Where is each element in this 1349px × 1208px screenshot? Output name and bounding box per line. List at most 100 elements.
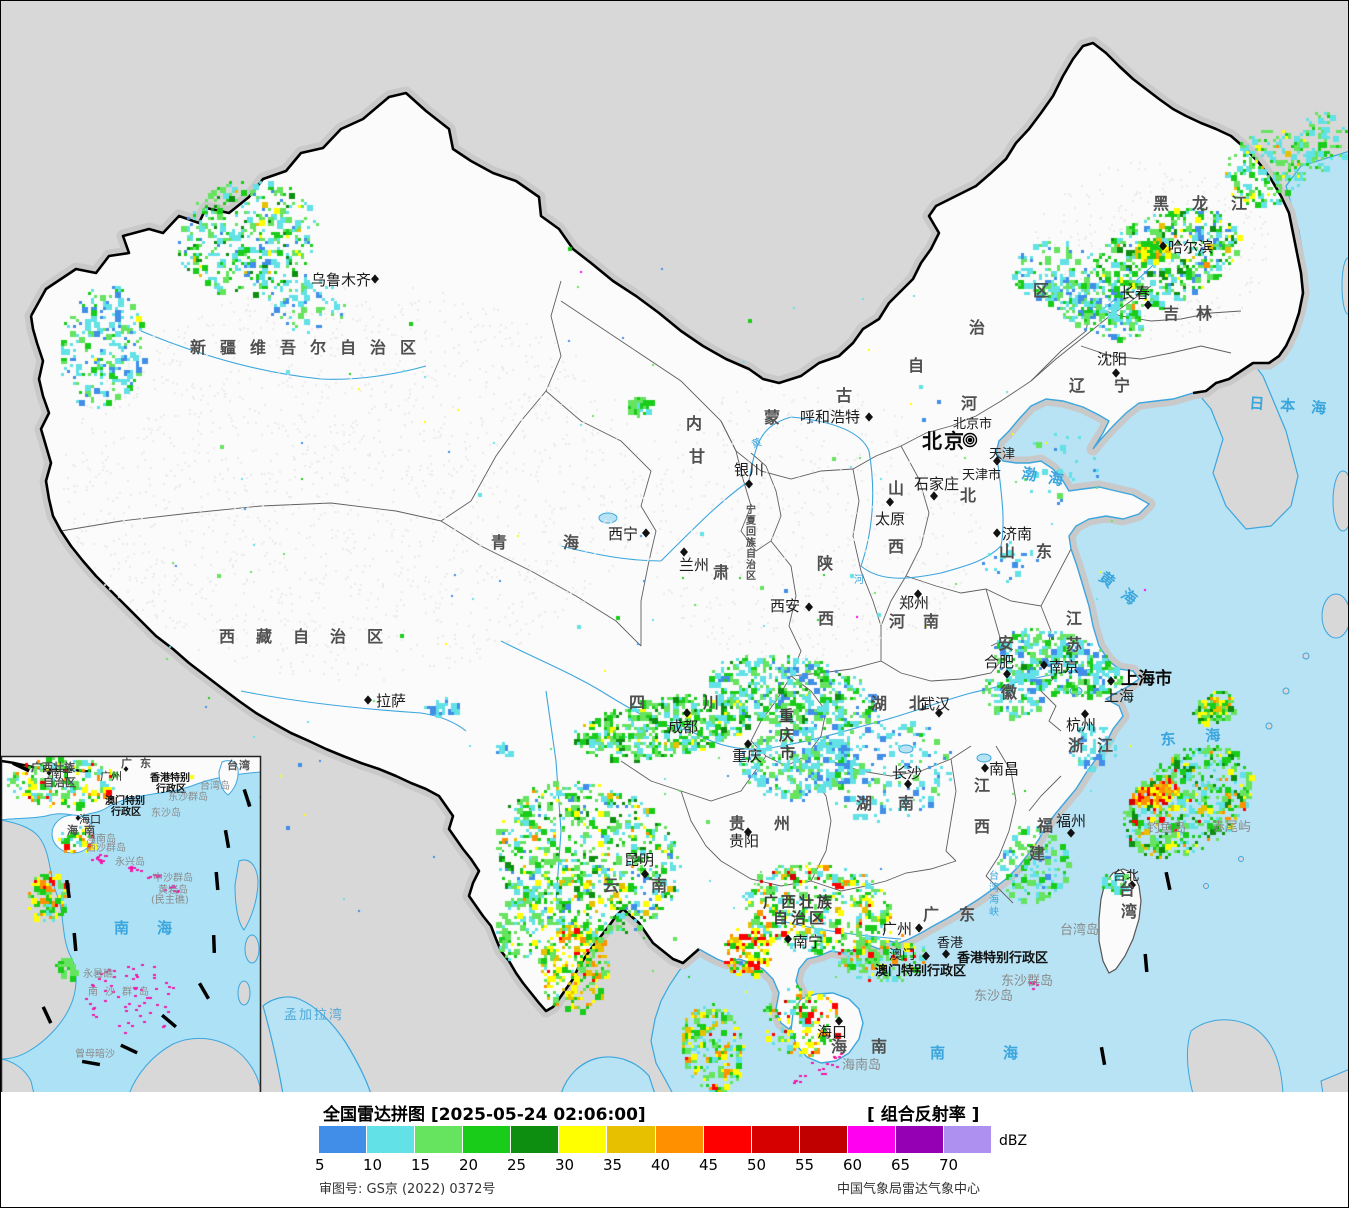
dbz-tick-label: 70 xyxy=(939,1156,959,1174)
dbz-tick-label: 10 xyxy=(363,1156,383,1174)
map-label: 台 xyxy=(1119,880,1135,899)
nine-dash-line xyxy=(12,761,1172,1067)
city-dot xyxy=(1081,709,1089,719)
city-dot xyxy=(364,695,372,705)
city-dot xyxy=(805,602,813,612)
map-label: 甘 xyxy=(689,447,705,466)
dbz-tick-label: 55 xyxy=(795,1156,815,1174)
map-label: 孟加拉湾 xyxy=(284,1007,344,1023)
map-area: 新疆维吾尔自治区 乌鲁木齐 西藏自治区 拉萨 青海甘肃西宁 兰州 银川宁夏回族自治区内蒙古自… xyxy=(1,1,1348,1094)
boundary-dash xyxy=(214,871,220,891)
map-label: 西藏自治区 xyxy=(219,627,404,646)
city-dot xyxy=(835,1016,843,1026)
map-label: 浙江 xyxy=(1068,736,1126,755)
map-label: 西 xyxy=(888,537,904,556)
map-label: 黄 xyxy=(750,435,764,451)
map-label: 黄海 xyxy=(1096,568,1151,617)
map-label: 东沙群岛 xyxy=(168,790,208,803)
map-label: 黄岩岛 xyxy=(158,883,188,896)
credit-label: 中国气象局雷达气象中心 xyxy=(837,1182,981,1197)
city-dot xyxy=(993,456,1001,466)
dbz-tick-label: 25 xyxy=(507,1156,527,1174)
map-label: 东沙岛 xyxy=(151,806,181,819)
map-label: 苏 xyxy=(1066,635,1082,654)
map-label: 台湾岛 xyxy=(200,779,230,792)
map-label: 海南 xyxy=(831,1037,911,1056)
map-label: 沈阳 xyxy=(1097,350,1127,368)
city-dot xyxy=(744,827,752,837)
map-label: 曾母暗沙 xyxy=(75,1047,115,1060)
map-label: 河 xyxy=(961,394,977,413)
map-label: 宁 xyxy=(746,503,756,516)
map-label: 山 xyxy=(888,479,904,498)
map-label: 回 xyxy=(746,526,756,538)
capital-star-icon xyxy=(962,432,978,448)
dbz-unit-label: dBZ xyxy=(999,1133,1028,1149)
map-label: 贵阳 xyxy=(729,832,759,850)
map-label: 西宁 xyxy=(608,525,638,543)
approval-number: 审图号: GS京 (2022) 0372号 xyxy=(319,1182,496,1197)
map-label: 广州 xyxy=(100,770,122,783)
map-label: 澳门特别 xyxy=(105,794,145,807)
boundary-dash xyxy=(1143,953,1149,973)
map-label: 拉萨 xyxy=(376,692,406,710)
map-label: 北京 xyxy=(922,429,966,453)
map-label: 南宁 xyxy=(51,766,73,780)
dbz-tick-label: 45 xyxy=(699,1156,719,1174)
map-label: 乌鲁木齐 xyxy=(311,271,371,289)
map-label: 东海 xyxy=(1160,723,1251,749)
legend-panel: 全国雷达拼图 [2025-05-24 02:06:00] [ 组合反射率 ] d… xyxy=(1,1092,1348,1207)
capital-symbol xyxy=(962,432,978,448)
colorbar-segment xyxy=(511,1126,560,1153)
map-label: 哈尔滨 xyxy=(1168,238,1213,256)
map-label: 陕 xyxy=(817,554,833,573)
map-title: 全国雷达拼图 [2025-05-24 02:06:00] xyxy=(323,1105,646,1125)
city-dot xyxy=(1067,828,1075,838)
map-label: 庆 xyxy=(779,726,794,744)
map-label: 吉林 xyxy=(1163,304,1229,323)
map-label: 云南 xyxy=(603,876,699,895)
boundary-dash xyxy=(81,1059,101,1067)
dbz-tick-label: 20 xyxy=(459,1156,479,1174)
map-label: 西 xyxy=(818,609,834,628)
city-dot xyxy=(942,949,950,959)
map-label: 东沙群岛 xyxy=(1001,973,1053,989)
map-label: 香港特别 xyxy=(150,771,190,784)
map-label: 湾 xyxy=(1121,902,1137,921)
map-label: 广东 xyxy=(923,905,995,924)
map-label: 重 xyxy=(779,707,794,725)
colorbar-segment xyxy=(319,1126,368,1153)
map-label: 中沙群岛 xyxy=(153,871,193,884)
map-label: 台北 xyxy=(1113,869,1139,884)
capital-star-icon xyxy=(965,435,975,445)
map-label: 内 xyxy=(686,414,702,433)
city-dot xyxy=(75,815,81,821)
city-dot xyxy=(744,739,752,749)
map-label: 肃 xyxy=(713,563,729,582)
map-label: 昆明 xyxy=(624,851,654,869)
map-label: 辽宁 xyxy=(1069,376,1159,395)
map-label: 山东 xyxy=(999,542,1073,561)
dbz-tick-label: 5 xyxy=(315,1156,325,1174)
map-label: 蒙 xyxy=(764,408,780,427)
map-label: 北 xyxy=(960,486,976,505)
map-label: 贵州 xyxy=(729,814,819,833)
map-label: 湾 xyxy=(989,881,999,894)
colorbar-segment xyxy=(607,1126,656,1153)
map-label: 南宁 xyxy=(793,933,823,951)
boundary-dash xyxy=(211,934,217,954)
map-label: 太原 xyxy=(875,510,905,528)
city-dot xyxy=(865,412,873,422)
map-label: 治 xyxy=(969,318,985,337)
colorbar-segment xyxy=(703,1126,752,1153)
city-dot xyxy=(1107,676,1115,686)
colorbar-segment xyxy=(463,1126,512,1153)
city-dot xyxy=(745,479,753,489)
city-dot xyxy=(683,708,691,718)
map-label: 南海 xyxy=(114,919,200,937)
map-label: 石家庄 xyxy=(914,475,959,493)
boundary-dash xyxy=(72,932,78,952)
map-label: 澳门 xyxy=(889,947,915,963)
city-dot xyxy=(915,923,923,933)
